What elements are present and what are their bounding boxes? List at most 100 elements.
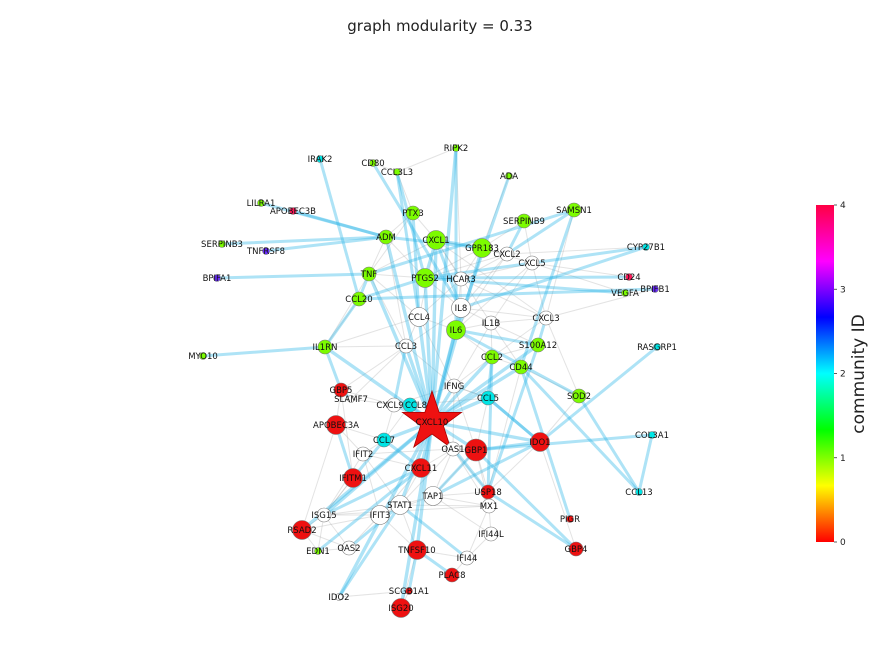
edge-weak — [490, 322, 539, 346]
node-label: HCAR3 — [446, 275, 475, 285]
node-col3a1: COL3A1 — [635, 431, 669, 441]
node-label: GBP1 — [465, 446, 488, 456]
node-ifitm1: IFITM1 — [339, 468, 367, 488]
edge-weak — [362, 453, 422, 469]
node-marker — [390, 495, 410, 515]
node-marker — [426, 230, 446, 250]
node-label: COL3A1 — [635, 431, 669, 441]
node-marker — [343, 468, 363, 488]
node-star-marker — [401, 389, 463, 449]
node-ccl4: CCL4 — [408, 307, 430, 327]
node-marker — [409, 307, 429, 327]
weak-edges — [301, 147, 656, 609]
node-label: SERPINB3 — [201, 240, 243, 250]
node-marker — [391, 598, 411, 618]
node-label: EDN1 — [306, 547, 330, 557]
node-marker — [218, 240, 226, 248]
edge-strong — [505, 208, 576, 256]
node-label: IFI44 — [457, 554, 478, 564]
node-ifit3: IFIT3 — [370, 505, 390, 525]
node-marker — [355, 446, 371, 462]
node-marker — [386, 397, 402, 413]
node-marker — [483, 526, 499, 542]
node-ccl20: CCL20 — [345, 291, 373, 307]
node-marker — [483, 315, 499, 331]
edge-strong — [519, 208, 576, 369]
edge-weak — [324, 298, 360, 348]
edge-weak — [362, 448, 454, 455]
edge-weak — [400, 549, 418, 609]
node-marker — [481, 498, 497, 514]
edge-weak — [531, 262, 547, 319]
edge-weak — [379, 467, 422, 516]
node-label: PLAC8 — [438, 571, 465, 581]
node-il8: IL8 — [451, 298, 471, 318]
node-gbp4: GBP4 — [565, 541, 587, 557]
node-marker — [411, 458, 431, 478]
node-marker — [262, 247, 270, 255]
edge-strong — [322, 466, 423, 517]
edge-strong — [318, 157, 361, 301]
edge-strong — [323, 345, 343, 392]
node-marker — [361, 266, 377, 282]
node-label: IFNG — [444, 382, 464, 392]
node-marker — [199, 352, 207, 360]
edge-weak — [368, 212, 414, 275]
node-label: CXCL1 — [422, 236, 449, 246]
node-marker — [405, 205, 421, 221]
edge-strong — [357, 287, 657, 301]
edge-weak — [372, 162, 398, 173]
edge-strong — [486, 355, 494, 494]
edge-weak — [460, 278, 547, 319]
node-label: CD80 — [361, 159, 384, 169]
edge-weak — [340, 389, 395, 406]
node-cxcl11: CXCL11 — [405, 458, 437, 478]
edge-weak — [452, 448, 489, 493]
edge-weak — [368, 239, 437, 275]
edge-weak — [545, 209, 575, 319]
edge-weak — [350, 345, 407, 400]
edge-strong — [486, 343, 540, 494]
node-samsn1: SAMSN1 — [556, 202, 592, 218]
edge-weak — [455, 147, 462, 280]
node-label: BPIFB1 — [640, 285, 670, 295]
edge-strong — [431, 440, 542, 498]
node-marker — [452, 144, 460, 152]
node-label: APOBEC3A — [313, 421, 359, 431]
node-scgb1a1: SCGB1A1 — [389, 587, 429, 597]
node-label: MYO10 — [188, 352, 218, 362]
edge-strong — [398, 503, 469, 560]
node-marker — [566, 515, 574, 523]
node-label: IL1B — [482, 319, 501, 329]
node-marker — [505, 172, 513, 180]
node-marker — [513, 359, 529, 375]
node-label: S100A12 — [519, 341, 557, 351]
edge-strong — [430, 238, 438, 424]
edge-weak — [340, 345, 407, 391]
edge-weak — [455, 262, 533, 331]
edge-strong — [316, 466, 423, 553]
node-ptx3: PTX3 — [402, 205, 424, 221]
node-cxcl5: CXCL5 — [518, 255, 546, 271]
node-label: SCGB1A1 — [389, 587, 429, 597]
edge-weak — [424, 253, 508, 279]
node-label: IFIT2 — [353, 450, 374, 460]
node-marker — [444, 567, 460, 583]
node-tnf: TNF — [360, 266, 377, 282]
node-gbp1: GBP1 — [464, 438, 488, 462]
node-label: MX1 — [480, 502, 499, 512]
edge-strong — [538, 345, 659, 444]
node-isg15: ISG15 — [311, 507, 337, 523]
node-label: PTX3 — [402, 209, 424, 219]
node-bpifa1: BPIFA1 — [203, 274, 232, 284]
node-marker — [524, 255, 540, 271]
node-marker — [453, 271, 469, 287]
edge-weak — [399, 504, 490, 507]
edge-weak — [491, 317, 547, 358]
node-marker — [333, 382, 349, 398]
node-label: CD44 — [509, 363, 532, 373]
edge-weak — [368, 273, 407, 347]
node-marker — [464, 438, 488, 462]
edge-weak — [405, 307, 462, 347]
